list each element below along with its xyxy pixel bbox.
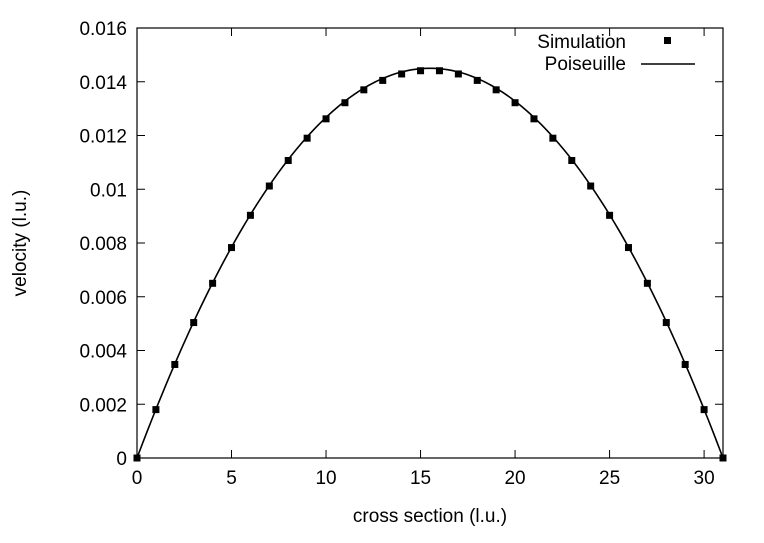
y-tick-label: 0.012 — [79, 127, 127, 148]
y-tick-label: 0 — [116, 449, 127, 470]
simulation-point — [265, 182, 273, 190]
poiseuille-curve — [136, 67, 724, 459]
simulation-point — [284, 156, 292, 164]
simulation-points — [133, 67, 727, 462]
simulation-point — [435, 67, 443, 75]
y-tick-label: 0.016 — [79, 19, 127, 40]
simulation-point — [492, 86, 500, 94]
simulation-point — [643, 279, 651, 287]
y-tick-label: 0.006 — [79, 288, 127, 309]
simulation-point — [568, 156, 576, 164]
x-tick-label: 15 — [410, 468, 431, 489]
x-tick-label: 10 — [315, 468, 336, 489]
simulation-point — [152, 406, 160, 414]
x-tick-label: 25 — [599, 468, 620, 489]
y-tick-label: 0.014 — [79, 73, 127, 94]
simulation-point — [681, 360, 689, 368]
y-tick-label: 0.01 — [90, 180, 127, 201]
y-tick-label: 0.004 — [79, 342, 127, 363]
simulation-point — [700, 406, 708, 414]
simulation-point — [303, 134, 311, 142]
simulation-point — [171, 360, 179, 368]
simulation-point — [228, 244, 236, 252]
legend-label-poiseuille: Poiseuille — [545, 54, 626, 75]
y-axis-label: velocity (l.u.) — [10, 190, 31, 297]
x-tick-label: 20 — [504, 468, 525, 489]
simulation-point — [398, 70, 406, 78]
plot-frame — [136, 27, 724, 459]
x-tick-label: 30 — [694, 468, 715, 489]
legend: Simulation Poiseuille — [537, 32, 695, 75]
axis-ticks — [136, 27, 723, 459]
simulation-point — [549, 134, 557, 142]
simulation-point — [341, 99, 349, 107]
simulation-point — [662, 319, 670, 327]
x-tick-label: 0 — [132, 468, 143, 489]
simulation-point — [322, 115, 330, 123]
y-tick-label: 0.002 — [79, 395, 127, 416]
simulation-point — [530, 115, 538, 123]
x-tick-label: 5 — [226, 468, 237, 489]
simulation-point — [606, 211, 614, 219]
x-axis-label: cross section (l.u.) — [353, 506, 507, 527]
tick-labels: 0 5 10 15 20 25 30 0 0.002 0.004 0.006 0.008 0.01 0.0… — [79, 19, 714, 489]
simulation-point — [246, 211, 254, 219]
legend-label-simulation: Simulation — [537, 32, 626, 53]
simulation-point — [133, 454, 141, 462]
y-tick-label: 0.008 — [79, 234, 127, 255]
simulation-point — [719, 454, 727, 462]
simulation-point — [624, 244, 632, 252]
simulation-point — [587, 182, 595, 190]
legend-marker-simulation — [664, 37, 671, 44]
simulation-point — [360, 86, 368, 94]
simulation-point — [417, 67, 425, 75]
simulation-point — [454, 70, 462, 78]
simulation-point — [511, 99, 519, 107]
simulation-point — [190, 319, 198, 327]
simulation-point — [473, 76, 481, 84]
simulation-point — [379, 76, 387, 84]
simulation-point — [209, 279, 217, 287]
